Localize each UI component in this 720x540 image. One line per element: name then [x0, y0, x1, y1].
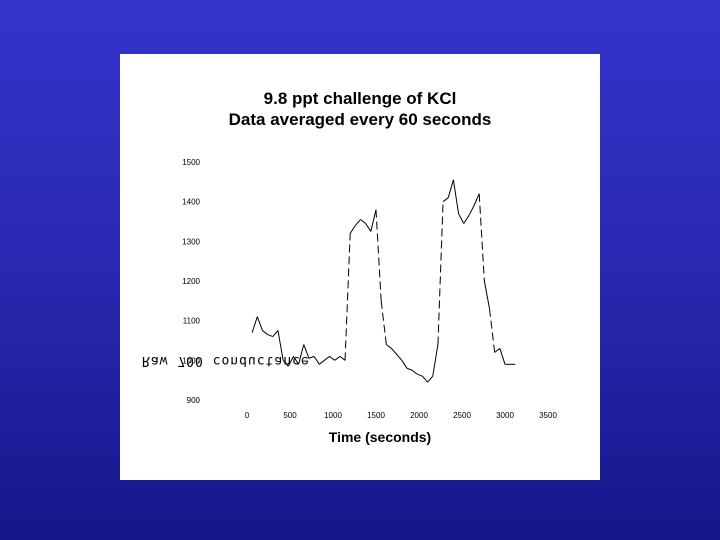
series-line-segment: [349, 225, 356, 234]
series-line-segment: [468, 205, 475, 216]
series-line-segment: [386, 344, 392, 349]
series-line-segment: [422, 375, 428, 383]
series-line-segment: [499, 348, 506, 365]
series-line-segment: [354, 219, 361, 226]
series-line-segment: [344, 233, 351, 361]
series-line-segment: [463, 215, 470, 224]
y-tick-label: 1100: [183, 317, 201, 326]
series-line-segment: [442, 197, 449, 203]
series-line-segment: [437, 201, 444, 345]
series-line-segment: [411, 369, 418, 375]
series-line-segment: [287, 356, 294, 367]
series-line-segment: [308, 355, 315, 359]
chart-canvas: 0 500 1000 1500 2000 2500 3000 3500 900 1000 1100 1…: [182, 158, 557, 420]
y-tick-label: 900: [187, 396, 201, 405]
series-line-segment: [494, 348, 501, 353]
series-line-segment: [282, 360, 289, 367]
series-line-segment: [452, 179, 460, 214]
series-line-segment: [293, 356, 300, 365]
series-line-segment: [339, 355, 346, 361]
x-tick-label: 1500: [367, 411, 385, 420]
x-tick-label: 500: [283, 411, 297, 420]
series-line-segment: [473, 193, 480, 206]
chart-panel: 0 500 1000 1500 2000 2500 3000 3500 900 1000 1100 1…: [120, 54, 600, 480]
series-line-segment: [360, 219, 366, 224]
series-line-segment: [427, 375, 434, 383]
series-line-segment: [298, 344, 305, 365]
series-line-segment: [417, 373, 423, 377]
series-line-segment: [365, 223, 372, 232]
x-tick-label: 1000: [324, 411, 342, 420]
series-line-segment: [303, 344, 310, 359]
series-line-segment: [370, 209, 377, 232]
y-tick-label: 1000: [182, 356, 200, 365]
x-tick-label: 2500: [453, 411, 471, 420]
x-axis-label: Time (seconds): [328, 429, 432, 445]
series-line-segment: [272, 330, 279, 337]
series-line-segment: [391, 348, 398, 355]
series-line-segment: [489, 308, 496, 353]
series-line-segment: [329, 355, 336, 361]
series-line-segment: [432, 344, 439, 377]
chart-title-line-1: 9.8 ppt challenge of KCl: [263, 89, 457, 108]
x-tick-label: 0: [245, 411, 250, 420]
series-line-segment: [313, 356, 320, 365]
series-line-segment: [406, 367, 413, 371]
x-tick-label: 3000: [496, 411, 514, 420]
series-line-segment: [262, 330, 268, 335]
series-line-segment: [267, 334, 273, 338]
series-line-segment: [256, 316, 263, 331]
series-line-segment: [251, 316, 258, 333]
series-line-segment: [318, 359, 325, 365]
chart-title-line-2: Data averaged every 60 seconds: [228, 110, 492, 129]
y-tick-label: 1400: [182, 198, 200, 207]
y-tick-label: 1300: [182, 237, 200, 246]
series-line-segment: [277, 330, 284, 361]
series-line-segment: [458, 213, 465, 224]
y-tick-label: 1500: [182, 158, 200, 167]
series-line-segment: [375, 209, 382, 301]
series-line-segment: [483, 280, 491, 309]
series-line-segment: [380, 300, 387, 345]
y-axis-label: Raw 700 conductance: [142, 353, 310, 368]
series-line-segment: [478, 193, 485, 282]
series-line-segment: [324, 355, 330, 361]
y-tick-label: 1200: [182, 277, 200, 286]
series-line-segment: [396, 354, 403, 361]
series-line-segment: [401, 360, 408, 369]
series-line-segment: [447, 179, 454, 198]
series-line-segment: [334, 355, 341, 361]
x-tick-label: 2000: [410, 411, 428, 420]
x-tick-label: 3500: [539, 411, 557, 420]
